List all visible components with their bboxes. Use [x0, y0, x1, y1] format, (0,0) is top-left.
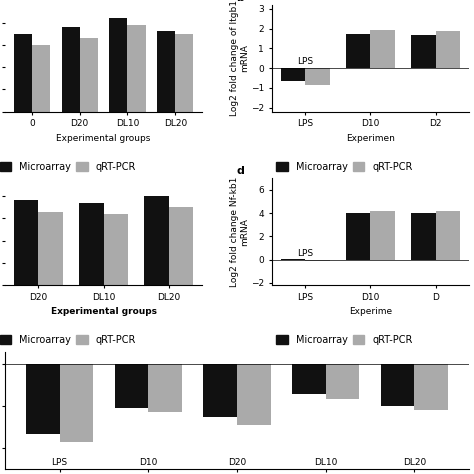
Bar: [144, 196, 169, 285]
Bar: [128, 25, 146, 112]
X-axis label: Experimental groups: Experimental groups: [51, 307, 156, 316]
Y-axis label: Log2 fold change of Itgb1
mRNA: Log2 fold change of Itgb1 mRNA: [230, 0, 249, 116]
Bar: [326, 364, 359, 399]
Bar: [381, 364, 414, 406]
Text: b: b: [236, 0, 244, 2]
Bar: [175, 34, 193, 112]
Text: D20: D20: [228, 458, 246, 467]
Legend: Microarray, qRT-PCR: Microarray, qRT-PCR: [0, 162, 136, 172]
Bar: [109, 18, 128, 112]
Text: LPS: LPS: [297, 57, 313, 66]
X-axis label: Experimental groups: Experimental groups: [56, 134, 151, 143]
Text: D10: D10: [139, 458, 157, 467]
Bar: [26, 364, 60, 434]
Bar: [436, 31, 460, 68]
Bar: [14, 34, 32, 112]
Bar: [370, 29, 395, 68]
Legend: Microarray, qRT-PCR: Microarray, qRT-PCR: [276, 162, 412, 172]
Text: DL20: DL20: [403, 458, 426, 467]
Bar: [237, 364, 271, 425]
Bar: [281, 68, 305, 81]
Legend: Microarray, qRT-PCR: Microarray, qRT-PCR: [0, 335, 136, 345]
Bar: [104, 214, 128, 285]
Text: DL10: DL10: [314, 458, 337, 467]
Bar: [169, 207, 193, 285]
Bar: [115, 364, 148, 408]
Bar: [157, 31, 175, 112]
Bar: [411, 213, 436, 260]
Bar: [436, 211, 460, 260]
Bar: [414, 364, 448, 410]
Bar: [411, 36, 436, 68]
Bar: [305, 260, 330, 261]
X-axis label: Experimen: Experimen: [346, 134, 395, 143]
Text: LPS: LPS: [52, 458, 68, 467]
X-axis label: Experime: Experime: [349, 307, 392, 316]
Bar: [80, 38, 98, 112]
Text: LPS: LPS: [297, 249, 313, 258]
Bar: [346, 35, 370, 68]
Bar: [32, 45, 50, 112]
Bar: [346, 213, 370, 260]
Bar: [38, 211, 63, 285]
Bar: [14, 201, 38, 285]
Text: d: d: [236, 166, 244, 176]
Legend: Microarray, qRT-PCR: Microarray, qRT-PCR: [276, 335, 412, 345]
Bar: [62, 27, 80, 112]
Bar: [370, 211, 395, 260]
Bar: [79, 203, 104, 285]
Bar: [148, 364, 182, 412]
Y-axis label: Log2 fold change Nf-kb1
mRNA: Log2 fold change Nf-kb1 mRNA: [230, 176, 249, 287]
Bar: [305, 68, 330, 85]
Bar: [292, 364, 326, 393]
Bar: [281, 259, 305, 260]
Bar: [60, 364, 93, 442]
Bar: [203, 364, 237, 417]
